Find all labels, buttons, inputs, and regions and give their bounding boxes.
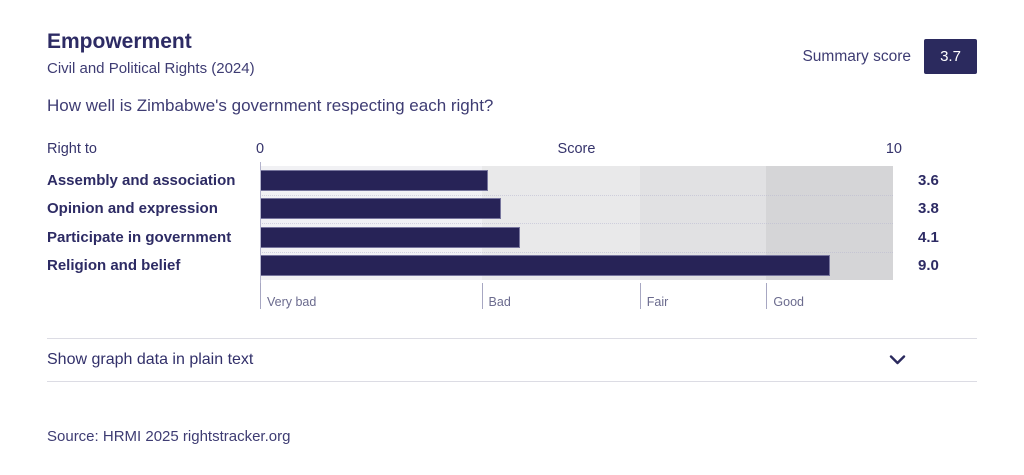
show-plain-text-toggle[interactable]: Show graph data in plain text (47, 338, 977, 383)
rating-scale: Very bad Bad Fair Good (260, 280, 893, 311)
scale-label: Very bad (267, 295, 317, 310)
scale-label: Good (773, 295, 804, 310)
scale-tick-fair: Fair (639, 283, 668, 310)
row-separator (260, 194, 893, 196)
toggle-label: Show graph data in plain text (47, 351, 254, 369)
scale-tick-very-bad: Very bad (260, 283, 316, 310)
row-separator (260, 251, 893, 253)
bar-opinion-and-expression[interactable] (260, 198, 501, 220)
scale-label: Bad (488, 295, 511, 310)
category-label: Religion and belief (47, 257, 181, 275)
source-attribution: Source: HRMI 2025 rightstracker.org (47, 428, 291, 446)
scale-tick-good: Good (766, 283, 804, 310)
chart-body: Assembly and association Opinion and exp… (47, 162, 977, 284)
bar-religion-and-belief[interactable] (260, 255, 830, 277)
category-label: Participate in government (47, 228, 232, 246)
row-separator (260, 223, 893, 225)
value-label: 9.0 (918, 257, 939, 275)
summary-score: Summary score 3.7 (802, 39, 977, 74)
axis-title: Score (557, 141, 596, 158)
page-title: Empowerment (47, 30, 192, 53)
value-label: 3.8 (918, 200, 939, 218)
value-label: 4.1 (918, 228, 939, 246)
bar-chart: Right to 0 Score 10 Assembly and associa… (47, 141, 977, 311)
chevron-down-icon (889, 355, 906, 365)
chart-question: How well is Zimbabwe's government respec… (47, 96, 494, 116)
page-subtitle: Civil and Political Rights (2024) (47, 60, 255, 78)
category-label: Assembly and association (47, 171, 236, 189)
axis-max-label: 10 (885, 141, 902, 158)
scale-label: Fair (646, 295, 669, 310)
header: Empowerment Civil and Political Rights (… (47, 30, 977, 77)
bar-row (260, 166, 893, 195)
summary-score-label: Summary score (802, 47, 911, 65)
bar-rows (260, 166, 893, 280)
chart-axis-header: Right to 0 Score 10 (47, 141, 977, 159)
bar-row (260, 195, 893, 224)
axis-header: 0 Score 10 (256, 141, 902, 159)
tick-line (481, 283, 483, 310)
y-axis-line (260, 162, 261, 284)
scale-tick-bad: Bad (481, 283, 511, 310)
bar-row (260, 252, 893, 281)
row-header-label: Right to (47, 141, 97, 158)
category-label: Opinion and expression (47, 200, 218, 218)
bar-assembly-and-association[interactable] (260, 169, 488, 191)
bar-participate-in-government[interactable] (260, 226, 520, 248)
summary-score-value: 3.7 (924, 39, 977, 74)
tick-line (639, 283, 641, 310)
value-labels: 3.6 3.8 4.1 9.0 (893, 166, 977, 280)
plot-area (260, 162, 893, 284)
category-labels: Assembly and association Opinion and exp… (47, 166, 260, 280)
axis-min-label: 0 (256, 141, 265, 158)
value-label: 3.6 (918, 171, 939, 189)
title-block: Empowerment Civil and Political Rights (… (47, 30, 255, 77)
tick-line (766, 283, 768, 310)
bar-row (260, 223, 893, 252)
tick-line (260, 283, 261, 310)
